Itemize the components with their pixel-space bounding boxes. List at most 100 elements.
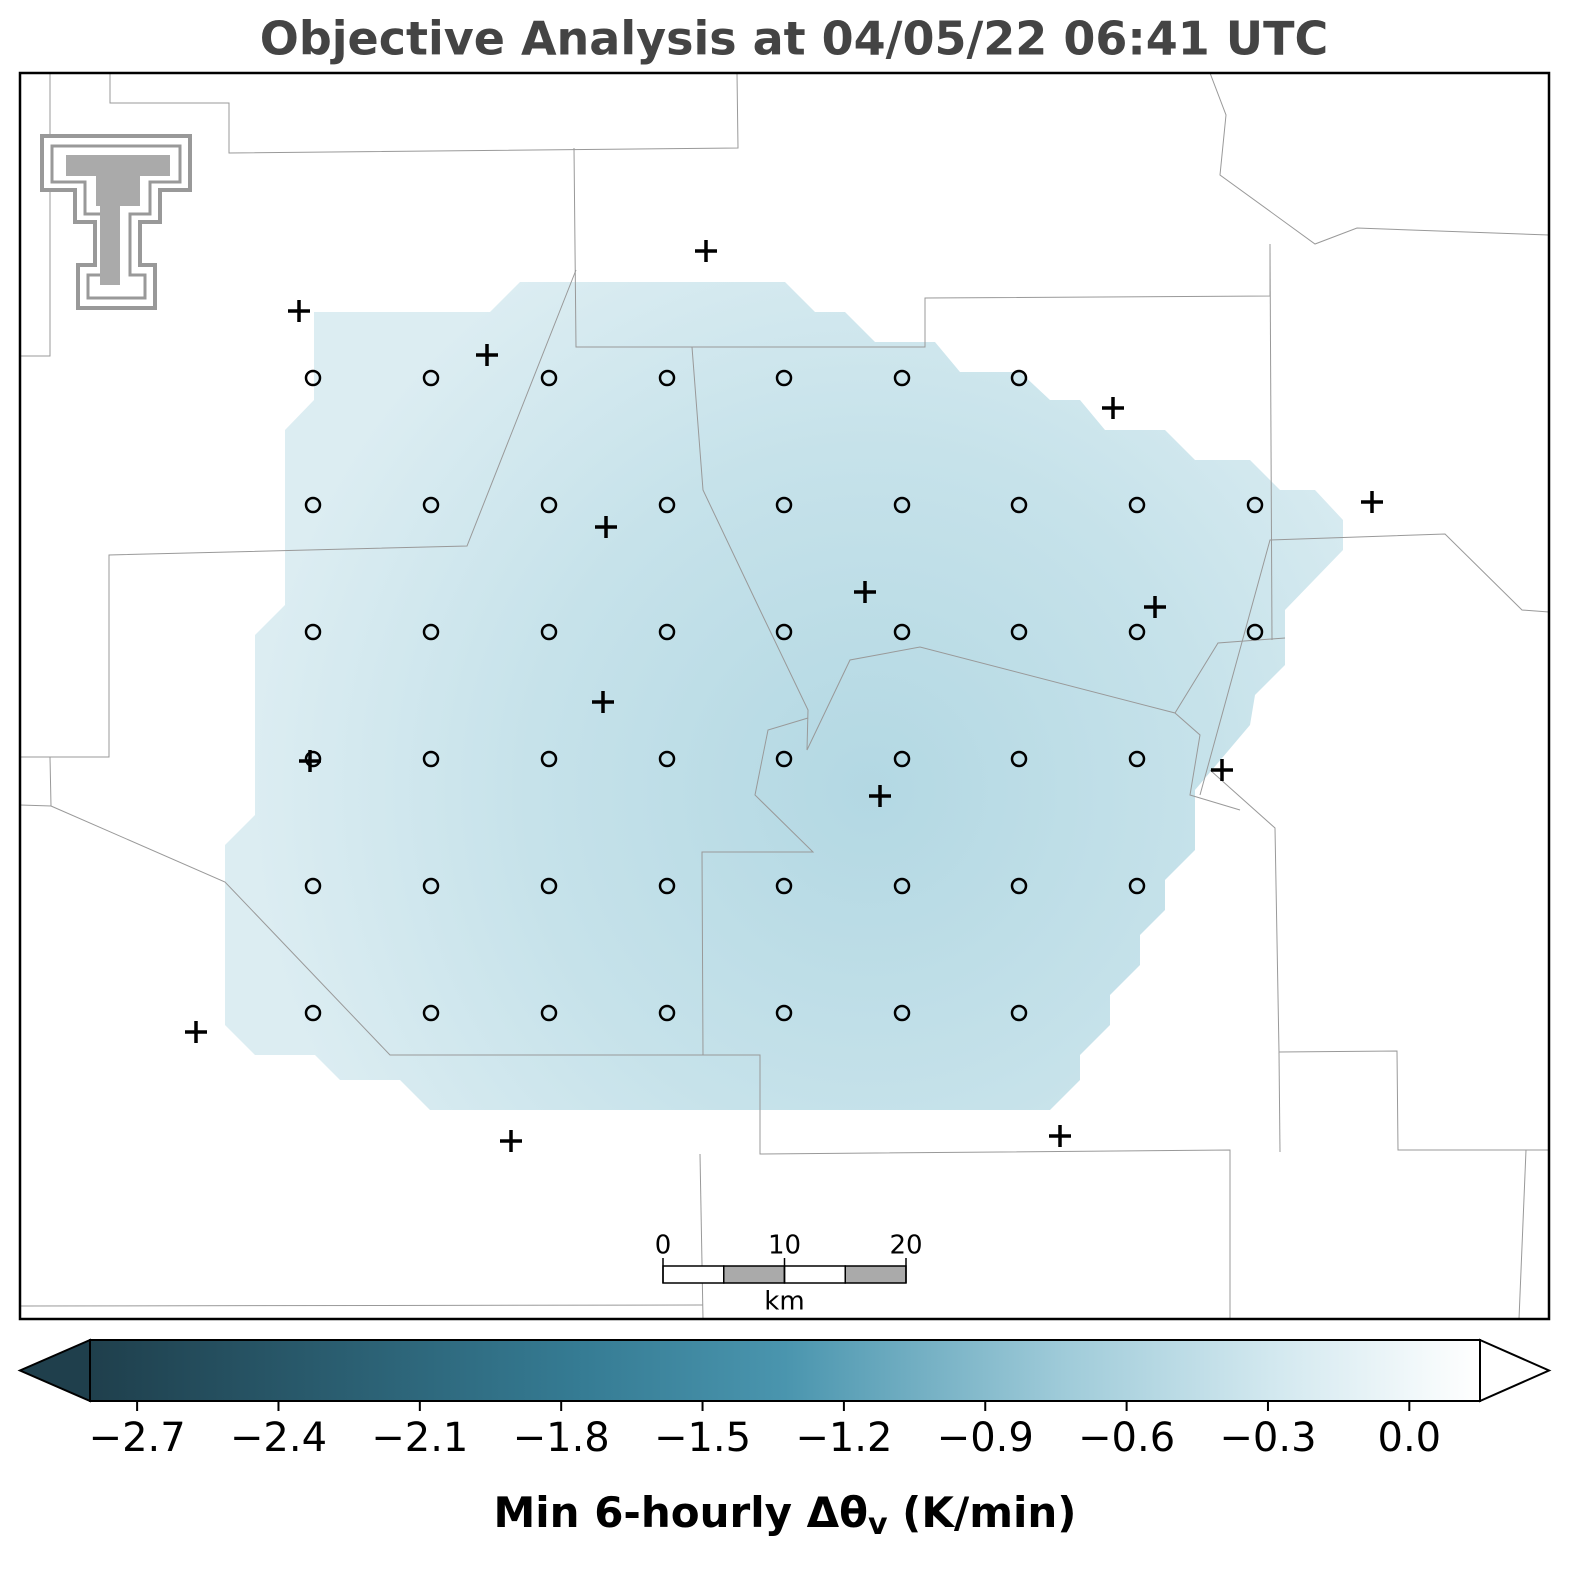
- grid-point: [1010, 1004, 1028, 1022]
- grid-point: [775, 877, 793, 895]
- colorbar-tick-label: −2.1: [371, 1415, 468, 1461]
- scale-bar: 0 10 20 km: [655, 1231, 923, 1317]
- station-marker: [1144, 596, 1166, 618]
- colorbar-label: Min 6-hourly Δθv (K/min): [493, 1488, 1076, 1542]
- label-main: Min 6-hourly Δθ: [493, 1488, 868, 1537]
- grid-point: [1010, 623, 1028, 641]
- grid-point: [1128, 877, 1146, 895]
- grid-point: [1128, 496, 1146, 514]
- station-marker: [1049, 1125, 1071, 1147]
- grid-point: [658, 1004, 676, 1022]
- grid-point: [422, 369, 440, 387]
- grid-point: [658, 750, 676, 768]
- grid-point: [893, 1004, 911, 1022]
- scale-tick-label: 0: [655, 1231, 672, 1261]
- grid-point: [540, 369, 558, 387]
- colorbar-tick-label: −1.2: [795, 1415, 892, 1461]
- colorbar-extend-high: [1479, 1338, 1552, 1403]
- scale-segment: [783, 1265, 846, 1284]
- scale-segment: [662, 1265, 725, 1284]
- grid-point: [422, 496, 440, 514]
- grid-point: [893, 877, 911, 895]
- grid-point: [893, 496, 911, 514]
- grid-point: [540, 750, 558, 768]
- grid-point: [422, 1004, 440, 1022]
- colorbar-tick-label: −1.5: [654, 1415, 751, 1461]
- colorbar-tick-label: −0.9: [937, 1415, 1034, 1461]
- grid-point: [775, 750, 793, 768]
- colorbar-tick-label: −2.4: [230, 1415, 327, 1461]
- grid-point: [775, 1004, 793, 1022]
- station-marker: [288, 300, 310, 322]
- station-marker: [185, 1021, 207, 1043]
- grid-point: [658, 496, 676, 514]
- station-marker: [476, 344, 498, 366]
- station-marker: [1211, 759, 1233, 781]
- grid-point: [1010, 750, 1028, 768]
- grid-point: [304, 750, 322, 768]
- scale-tick-label: 10: [768, 1231, 801, 1261]
- colorbar: −2.7 −2.4 −2.1 −1.8 −1.5 −1.2 −0.9 −0.6 −0.3 0.0: [17, 1338, 1552, 1461]
- grid-point: [540, 877, 558, 895]
- grid-point: [775, 496, 793, 514]
- scale-tick-label: 20: [889, 1231, 922, 1261]
- colorbar-tick-label: −1.8: [513, 1415, 610, 1461]
- colorbar-extend-low: [17, 1338, 91, 1403]
- grid-point: [540, 496, 558, 514]
- scale-segment: [844, 1265, 907, 1284]
- grid-point: [304, 623, 322, 641]
- grid-point: [893, 623, 911, 641]
- station-marker: [592, 691, 614, 713]
- scale-segment: [723, 1265, 786, 1284]
- label-subscript: v: [868, 1507, 888, 1542]
- grid-point: [1010, 877, 1028, 895]
- grid-point: [1246, 496, 1264, 514]
- grid-point: [1010, 369, 1028, 387]
- grid-point: [658, 877, 676, 895]
- grid-point: [540, 623, 558, 641]
- grid-point: [304, 369, 322, 387]
- station-marker: [500, 1130, 522, 1152]
- grid-point: [422, 623, 440, 641]
- map-frame: [18, 71, 1551, 1321]
- grid-points: [304, 369, 1264, 1022]
- analysis-field: [225, 282, 1343, 1110]
- grid-point: [304, 877, 322, 895]
- map-area: [20, 73, 1549, 1319]
- title: Objective Analysis at 04/05/22 06:41 UTC: [260, 12, 1329, 66]
- colorbar-tick-label: −0.3: [1219, 1415, 1316, 1461]
- grid-point: [775, 623, 793, 641]
- county-lines: [20, 73, 1549, 1319]
- grid-point: [658, 623, 676, 641]
- grid-point: [1128, 623, 1146, 641]
- grid-point: [422, 750, 440, 768]
- grid-point: [775, 369, 793, 387]
- grid-point: [422, 877, 440, 895]
- grid-point: [1128, 750, 1146, 768]
- label-unit: (K/min): [888, 1488, 1077, 1537]
- station-marker: [695, 240, 717, 262]
- grid-point: [540, 1004, 558, 1022]
- colorbar-fill: [90, 1340, 1480, 1401]
- station-marker: [854, 581, 876, 603]
- colorbar-frame: [89, 1339, 1481, 1402]
- grid-point: [304, 1004, 322, 1022]
- colorbar-tick-label: −0.6: [1078, 1415, 1175, 1461]
- station-marker: [1361, 491, 1383, 513]
- station-marker: [869, 785, 891, 807]
- grid-point: [658, 369, 676, 387]
- station-marker: [1102, 397, 1124, 419]
- logo: [40, 134, 192, 310]
- stations: [185, 240, 1383, 1152]
- grid-point: [304, 496, 322, 514]
- colorbar-tick-label: −2.7: [89, 1415, 186, 1461]
- grid-point: [1010, 496, 1028, 514]
- grid-point: [893, 750, 911, 768]
- colorbar-tick-label: 0.0: [1378, 1415, 1442, 1461]
- station-marker: [299, 750, 321, 772]
- grid-point: [1246, 623, 1264, 641]
- grid-point: [893, 369, 911, 387]
- station-marker: [595, 516, 617, 538]
- scale-unit: km: [764, 1287, 804, 1317]
